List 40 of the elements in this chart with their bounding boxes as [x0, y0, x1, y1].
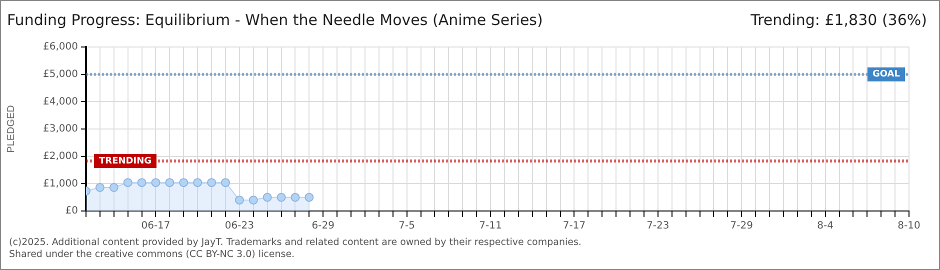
x-tick-label: 7-23	[646, 220, 670, 232]
chart-title: Funding Progress: Equilibrium - When the Needle Moves (Anime Series)	[7, 11, 543, 29]
point	[234, 196, 244, 205]
x-tick-label: 7-11	[479, 220, 502, 232]
point	[193, 178, 202, 188]
point	[123, 178, 132, 188]
y-tick-label: £2,000	[43, 150, 78, 162]
x-tick-label: 8-10	[898, 220, 920, 232]
y-tick-label: £6,000	[43, 42, 78, 53]
ref-line-label: TRENDING	[99, 156, 152, 166]
point	[165, 178, 174, 188]
y-tick-label: £0	[65, 206, 78, 217]
y-axis-title: PLEDGED	[6, 105, 17, 153]
x-tick-label: 8-4	[817, 220, 834, 232]
text: Shared under the creative commons (CC BY-NC 3.0) license.	[9, 249, 295, 260]
y-tick-label: £3,000	[43, 124, 78, 135]
point	[220, 178, 230, 188]
y-tick-label: £4,000	[43, 96, 78, 108]
point	[262, 192, 272, 202]
point	[179, 178, 188, 188]
point	[276, 192, 286, 202]
chart-subtitle: Trending: £1,830 (36%)	[750, 11, 927, 29]
point	[95, 182, 104, 192]
point	[290, 192, 300, 202]
point	[151, 178, 160, 188]
x-tick-label: 7-5	[398, 220, 415, 232]
point	[137, 178, 146, 188]
point	[304, 192, 314, 202]
x-tick-label: 7-17	[562, 220, 586, 232]
x-tick-label: 6-29	[312, 220, 334, 232]
x-tick-label: 06-17	[141, 220, 170, 232]
point	[109, 182, 118, 192]
point	[207, 178, 216, 188]
y-tick-label: £5,000	[43, 68, 78, 80]
text: (c)2025. Additional content provided by JayT. Trademarks and related content are owned by their respective companies.	[9, 237, 582, 248]
y-tick-label: £1,000	[43, 178, 78, 190]
x-tick-label: 7-29	[730, 220, 753, 232]
ref-line-label: GOAL	[872, 70, 900, 80]
x-tick-label: 06-23	[224, 220, 254, 232]
point	[248, 196, 258, 205]
